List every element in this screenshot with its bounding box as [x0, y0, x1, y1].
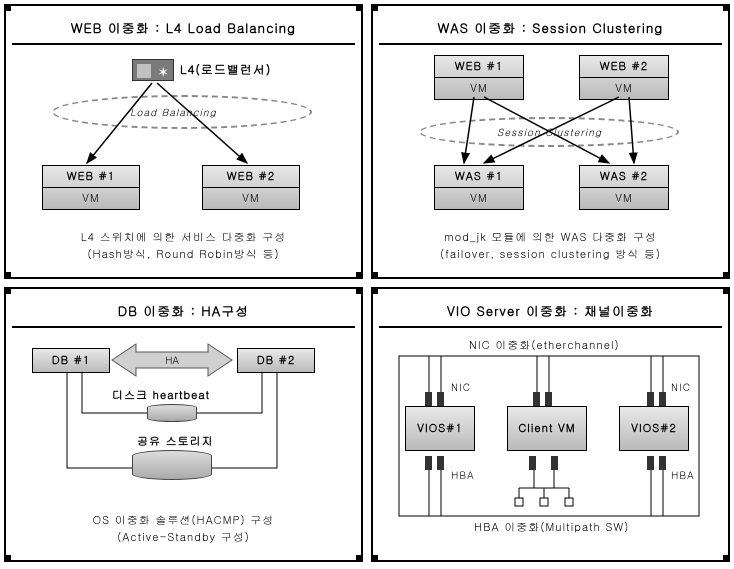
nic-chip-icon	[545, 392, 552, 406]
hba-chip-icon	[647, 456, 654, 470]
db-lines	[12, 338, 352, 513]
panel-title: DB 이중화 : HA구성	[12, 297, 355, 324]
hba-chip-icon	[659, 456, 666, 470]
nic-label-1: NIC	[451, 380, 471, 394]
hba-chip-icon	[529, 456, 536, 470]
db-caption: OS 이중화 솔루션(HACMP) 구성 (Active-Standby 구성)	[12, 513, 355, 546]
was1-box: WAS #1 VM	[434, 165, 524, 210]
web1-box: WEB #1 VM	[42, 165, 140, 210]
was2-box: WAS #2 VM	[579, 165, 669, 210]
panel-title: WAS 이중화 : Session Clustering	[379, 14, 722, 41]
nic-chip-icon	[647, 392, 654, 406]
nic-chip-icon	[437, 392, 444, 406]
web-canvas: L4(로드밸런서) Load Balancing WEB #1 VM WEB #…	[12, 55, 355, 230]
was-canvas: WEB #1 VM WEB #2 VM Session Clustering W…	[379, 55, 722, 230]
panel-web: WEB 이중화 : L4 Load Balancing L4(로드밸런서) Lo…	[4, 4, 363, 279]
nic-chip-icon	[659, 392, 666, 406]
web2-box: WEB #2 VM	[202, 165, 300, 210]
panel-db: DB 이중화 : HA구성 DB #1 DB #2 HA 디스크 heartbe…	[4, 287, 363, 562]
panel-title: VIO Server 이중화 : 채널이중화	[379, 297, 722, 324]
hba-label-2: HBA	[671, 468, 695, 482]
db-canvas: DB #1 DB #2 HA 디스크 heartbeat 공유 스토리지	[12, 338, 355, 513]
panel-was: WAS 이중화 : Session Clustering WEB #1 VM W…	[371, 4, 730, 279]
vio-canvas: NIC 이중화(etherchannel) NIC NIC VIOS#1 Cli…	[379, 338, 722, 533]
hba-chip-icon	[425, 456, 432, 470]
vios2-box: VIOS#2	[619, 406, 689, 451]
hba-redundancy-label: HBA 이중화(Multipath SW)	[474, 520, 629, 535]
hba-label-1: HBA	[451, 468, 475, 482]
vios1-box: VIOS#1	[405, 406, 475, 451]
panel-vio: VIO Server 이중화 : 채널이중화 NIC 이중화(etherchan…	[371, 287, 730, 562]
nic-chip-icon	[425, 392, 432, 406]
nic-label-2: NIC	[671, 380, 691, 394]
was-caption: mod_jk 모듈에 의한 WAS 다중화 구성 (failover, sess…	[379, 230, 722, 263]
web-caption: L4 스위치에 의한 서비스 다중화 구성 (Hash방식, Round Rob…	[12, 230, 355, 263]
hba-chip-icon	[437, 456, 444, 470]
nic-chip-icon	[533, 392, 540, 406]
hba-chip-icon	[551, 456, 558, 470]
client-vm-box: Client VM	[507, 406, 587, 451]
panel-title: WEB 이중화 : L4 Load Balancing	[12, 14, 355, 41]
